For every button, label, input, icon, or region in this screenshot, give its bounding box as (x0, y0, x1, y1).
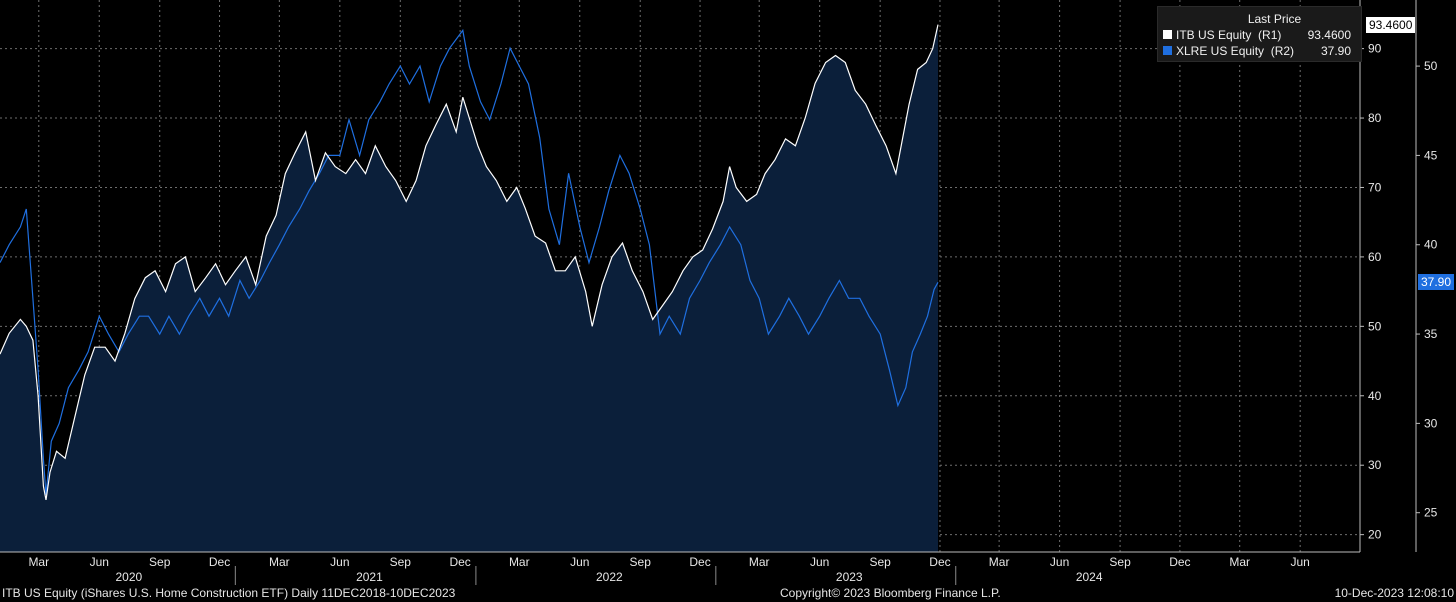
r1-tick-label-30: 30 (1368, 458, 1382, 472)
year-separators (234, 566, 957, 585)
x-tick-label-2: Sep (149, 555, 171, 569)
r1-tick-label-90: 90 (1368, 42, 1382, 56)
year-label-2: 2022 (596, 570, 623, 584)
r1-tick-label-80: 80 (1368, 111, 1382, 125)
value-flag-xlre: 37.90 (1418, 274, 1455, 291)
year-label-1: 2021 (356, 570, 383, 584)
year-label-3: 2023 (836, 570, 863, 584)
r2-tick-label-45: 45 (1424, 148, 1438, 162)
x-tick-label-20: Mar (1229, 555, 1250, 569)
legend-title: Last Price (1247, 12, 1302, 26)
x-tick-label-5: Jun (330, 555, 349, 569)
x-tick-label-21: Jun (1291, 555, 1310, 569)
x-tick-label-7: Dec (449, 555, 470, 569)
footer-copyright: Copyright© 2023 Bloomberg Finance L.P. (780, 586, 1001, 600)
value-flag-itb: 93.4600 (1366, 16, 1416, 33)
r2-tick-label-35: 35 (1424, 327, 1438, 341)
x-tick-label-11: Dec (689, 555, 710, 569)
x-tick-label-6: Sep (390, 555, 412, 569)
x-tick-label-15: Dec (929, 555, 950, 569)
legend-entry-itb: ITB US Equity (R1) 93.4600 (1158, 27, 1361, 43)
axes (0, 0, 1417, 553)
year-label-4: 2024 (1076, 570, 1103, 584)
r2-tick-label-40: 40 (1424, 238, 1438, 252)
x-tick-label-1: Jun (90, 555, 109, 569)
x-tick-label-4: Mar (269, 555, 290, 569)
legend-swatch-xlre (1163, 46, 1172, 55)
r1-tick-label-60: 60 (1368, 250, 1382, 264)
footer: ITB US Equity (iShares U.S. Home Constru… (0, 585, 1456, 602)
x-tick-label-12: Mar (749, 555, 770, 569)
legend-label-itb: ITB US Equity (R1) (1176, 28, 1282, 42)
chart-canvas: 20 30 40 50 60 70 80 90 25 30 35 40 45 50 Mar Jun Sep D… (0, 0, 1438, 585)
x-axis-year-labels: 2020 2021 2022 2023 2024 (115, 570, 1102, 584)
footer-left: ITB US Equity (iShares U.S. Home Constru… (2, 586, 456, 600)
x-tick-label-17: Jun (1050, 555, 1069, 569)
r1-tick-label-70: 70 (1368, 180, 1382, 194)
legend-swatch-itb (1163, 30, 1172, 39)
itb-area-fill (0, 24, 938, 553)
r1-tick-label-20: 20 (1368, 528, 1382, 542)
x-tick-label-9: Jun (570, 555, 589, 569)
year-label-0: 2020 (115, 570, 142, 584)
series-line-itb (0, 24, 939, 501)
x-axis-month-ticks: Mar Jun Sep Dec Mar Jun Sep Dec Mar Jun Sep Dec Mar J… (28, 555, 1309, 569)
x-tick-label-3: Dec (209, 555, 230, 569)
x-tick-label-16: Mar (989, 555, 1010, 569)
legend-entry-xlre: XLRE US Equity (R2) 37.90 (1158, 43, 1361, 59)
x-tick-label-8: Mar (509, 555, 530, 569)
footer-timestamp: 10-Dec-2023 12:08:10 (1334, 586, 1454, 600)
x-tick-label-0: Mar (28, 555, 49, 569)
legend: Last Price ITB US Equity (R1) 93.4600 XL… (1157, 6, 1362, 62)
right-axis-1-ticks: 20 30 40 50 60 70 80 90 (1360, 42, 1382, 542)
r2-tick-label-50: 50 (1424, 59, 1438, 73)
r2-tick-label-25: 25 (1424, 506, 1438, 520)
legend-value-xlre: 37.90 (1320, 44, 1351, 58)
r2-tick-label-30: 30 (1424, 416, 1438, 430)
right-axis-2-ticks: 25 30 35 40 45 50 (1416, 59, 1438, 520)
legend-label-xlre: XLRE US Equity (R2) (1176, 44, 1295, 58)
x-tick-label-10: Sep (630, 555, 652, 569)
series-line-xlre (0, 28, 939, 495)
r1-tick-label-40: 40 (1368, 389, 1382, 403)
x-tick-label-19: Dec (1169, 555, 1190, 569)
x-tick-label-18: Sep (1109, 555, 1131, 569)
x-tick-label-14: Sep (869, 555, 891, 569)
x-tick-label-13: Jun (810, 555, 829, 569)
legend-value-itb: 93.4600 (1307, 28, 1351, 42)
r1-tick-label-50: 50 (1368, 319, 1382, 333)
